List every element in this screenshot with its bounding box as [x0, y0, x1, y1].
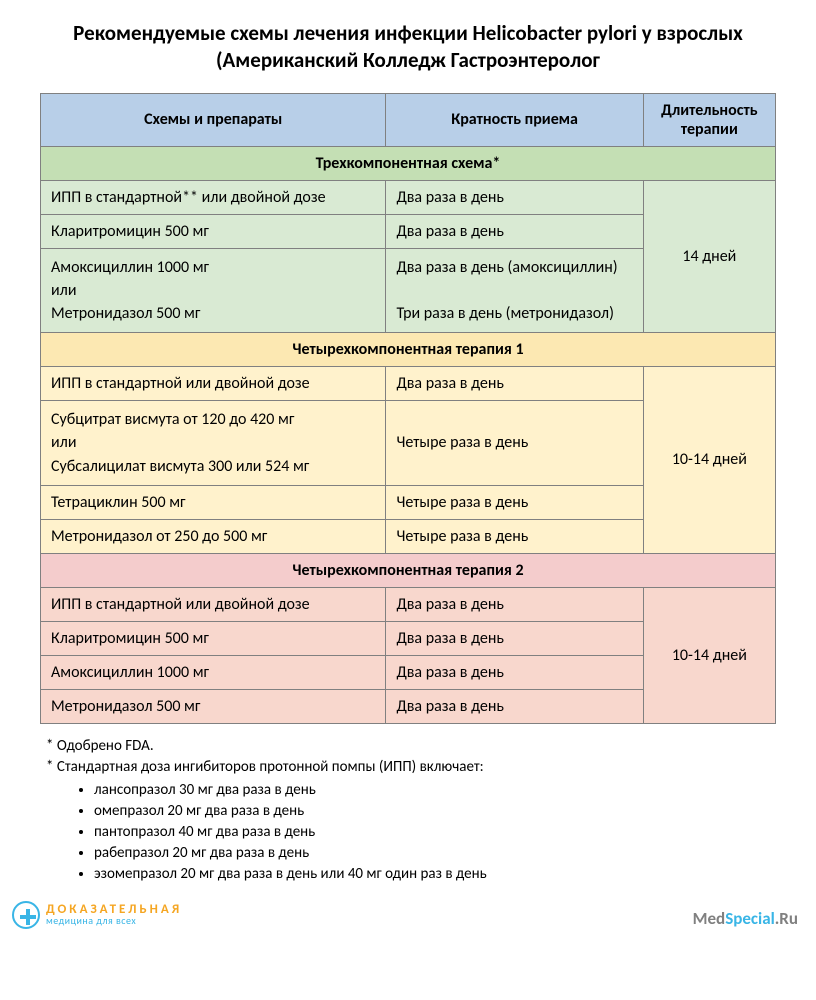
- cell-frequency: Два раза в день (амоксициллин)Три раза в…: [386, 248, 643, 333]
- table-row: ИПП в стандартной или двойной дозеДва ра…: [41, 367, 776, 401]
- cell-drug: Метронидазол 500 мг: [41, 689, 386, 723]
- cell-frequency: Четыре раза в день: [386, 519, 643, 553]
- site-suffix: .Ru: [775, 908, 798, 929]
- section-title: Четырехкомпонентная терапия 1: [41, 333, 776, 367]
- cell-frequency: Два раза в день: [386, 587, 643, 621]
- section-header: Четырехкомпонентная терапия 2: [41, 553, 776, 587]
- footnote-item: эзомепразол 20 мг два раза в день или 40…: [94, 864, 776, 885]
- site-accent: Special: [725, 908, 775, 929]
- cell-drug: ИПП в стандартной или двойной дозе: [41, 587, 386, 621]
- cell-drug: Субцитрат висмута от 120 до 420 мгилиСуб…: [41, 401, 386, 486]
- cell-duration: 10-14 дней: [643, 367, 775, 554]
- cell-drug: Тетрациклин 500 мг: [41, 485, 386, 519]
- cell-frequency: Два раза в день: [386, 180, 643, 214]
- table-row: ИПП в стандартной или двойной дозеДва ра…: [41, 587, 776, 621]
- cell-drug: Амоксициллин 1000 мг: [41, 655, 386, 689]
- footnote-item: рабепразол 20 мг два раза в день: [94, 843, 776, 864]
- footnote-item: омепразол 20 мг два раза в день: [94, 801, 776, 822]
- header-row: Схемы и препараты Кратность приема Длите…: [41, 93, 776, 146]
- section-title: Четырехкомпонентная терапия 2: [41, 553, 776, 587]
- page-title: Рекомендуемые схемы лечения инфекции Hel…: [40, 20, 776, 75]
- header-frequency: Кратность приема: [386, 93, 643, 146]
- site-prefix: Med: [693, 908, 726, 929]
- cell-frequency: Четыре раза в день: [386, 401, 643, 486]
- brand-line2: медицина для всех: [46, 916, 182, 926]
- treatment-table: Схемы и препараты Кратность приема Длите…: [40, 93, 776, 724]
- cell-frequency: Два раза в день: [386, 214, 643, 248]
- cell-frequency: Четыре раза в день: [386, 485, 643, 519]
- cell-frequency: Два раза в день: [386, 655, 643, 689]
- header-duration: Длительность терапии: [643, 93, 775, 146]
- page: Рекомендуемые схемы лечения инфекции Hel…: [0, 0, 816, 895]
- footer: ДОКАЗАТЕЛЬНАЯ медицина для всех MedSpeci…: [0, 895, 816, 937]
- site-link[interactable]: MedSpecial.Ru: [693, 908, 798, 929]
- plus-circle-icon: [12, 901, 40, 929]
- cell-drug: Кларитромицин 500 мг: [41, 621, 386, 655]
- cell-frequency: Два раза в день: [386, 367, 643, 401]
- brand-text: ДОКАЗАТЕЛЬНАЯ медицина для всех: [46, 903, 182, 926]
- footnotes: * Одобрено FDA. * Стандартная доза ингиб…: [46, 736, 776, 885]
- brand: ДОКАЗАТЕЛЬНАЯ медицина для всех: [12, 901, 182, 929]
- section-title: Трехкомпонентная схема*: [41, 146, 776, 180]
- footnote-item: пантопразол 40 мг два раза в день: [94, 822, 776, 843]
- cell-frequency: Два раза в день: [386, 689, 643, 723]
- cell-drug: ИПП в стандартной** или двойной дозе: [41, 180, 386, 214]
- footnote-line: * Стандартная доза ингибиторов протонной…: [46, 757, 776, 778]
- cell-drug: Кларитромицин 500 мг: [41, 214, 386, 248]
- section-header: Четырехкомпонентная терапия 1: [41, 333, 776, 367]
- cell-drug: Амоксициллин 1000 мгилиМетронидазол 500 …: [41, 248, 386, 333]
- footnote-line: * Одобрено FDA.: [46, 736, 776, 757]
- footnote-item: лансопразол 30 мг два раза в день: [94, 780, 776, 801]
- cell-drug: ИПП в стандартной или двойной дозе: [41, 367, 386, 401]
- header-drugs: Схемы и препараты: [41, 93, 386, 146]
- footnote-list: лансопразол 30 мг два раза в деньомепраз…: [76, 780, 776, 885]
- cell-frequency: Два раза в день: [386, 621, 643, 655]
- cell-duration: 10-14 дней: [643, 587, 775, 723]
- cell-drug: Метронидазол от 250 до 500 мг: [41, 519, 386, 553]
- table-row: ИПП в стандартной** или двойной дозеДва …: [41, 180, 776, 214]
- section-header: Трехкомпонентная схема*: [41, 146, 776, 180]
- cell-duration: 14 дней: [643, 180, 775, 333]
